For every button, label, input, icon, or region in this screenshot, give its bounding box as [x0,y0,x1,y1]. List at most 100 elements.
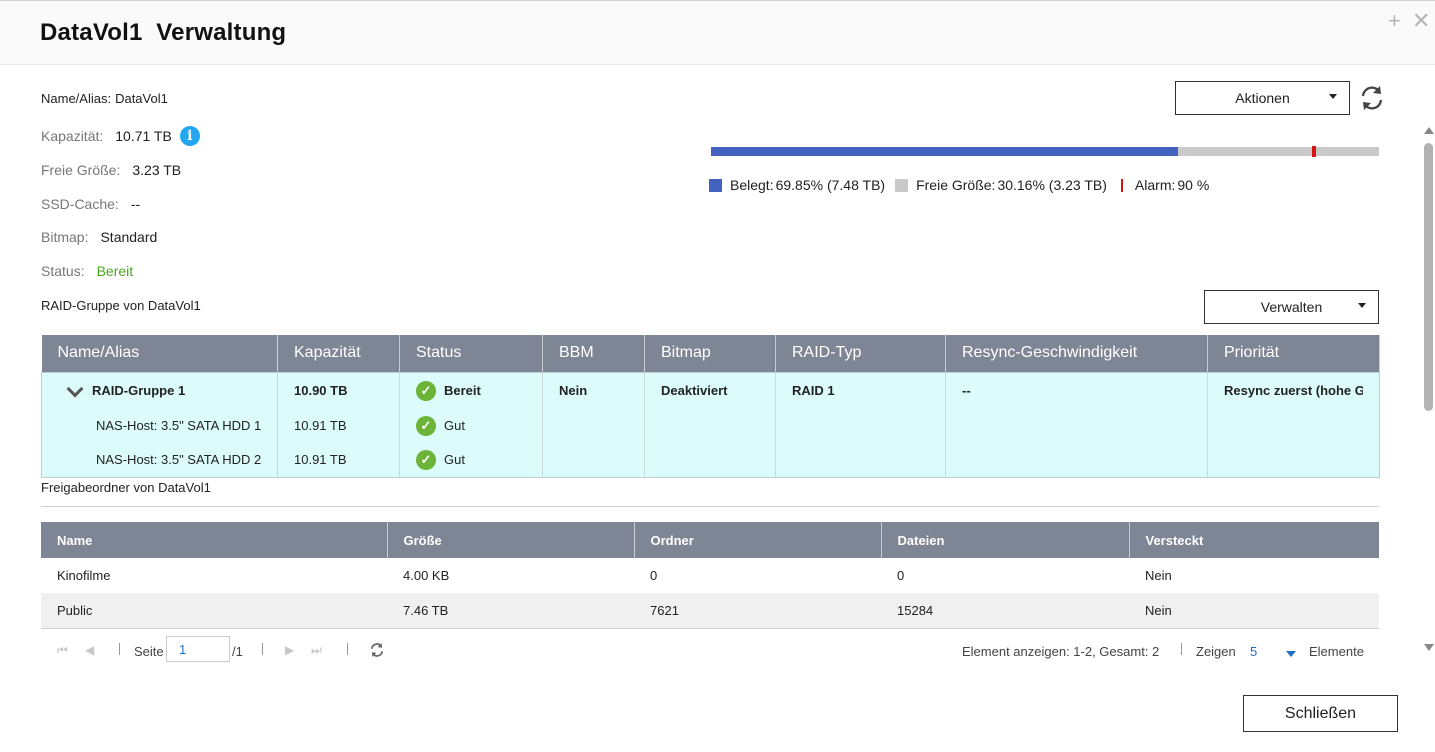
vertical-scrollbar[interactable] [1421,125,1435,653]
raid-group-priority: Resync zuerst (hohe Ges [1224,383,1363,398]
raid-group-type: RAID 1 [792,383,835,398]
disk-capacity: 10.91 TB [294,418,347,433]
scroll-up-icon[interactable] [1424,127,1434,134]
first-page-icon[interactable]: ⏮ [57,643,68,657]
free-legend-label: Freie Größe: [916,177,996,193]
usage-alarm-marker [1312,146,1317,157]
per-page-select[interactable]: 5 [1238,638,1302,664]
disk-capacity: 10.91 TB [294,452,347,467]
raid-group-row[interactable]: RAID-Gruppe 1 NAS-Host: 3.5" SATA HDD 1 … [41,372,1380,477]
disk-name: NAS-Host: 3.5" SATA HDD 1 [96,418,261,433]
raid-table-header: Name/Alias Kapazität Status BBM Bitmap R… [41,335,1380,372]
disk-name: NAS-Host: 3.5" SATA HDD 2 [96,452,261,467]
info-free-row: Freie Größe: 3.23 TB [41,162,181,178]
check-circle-icon: ✓ [416,415,436,436]
pager-separator [119,643,120,655]
usage-used-fill [711,147,1178,156]
pager-separator [1181,643,1182,655]
disk-status: Gut [444,418,465,433]
share-name: Public [41,593,387,628]
show-label: Zeigen [1196,644,1236,659]
refresh-icon[interactable] [1358,84,1386,112]
chevron-down-icon [1329,94,1337,99]
disk-row-2[interactable]: NAS-Host: 3.5" SATA HDD 2 [66,443,261,477]
capacity-label: Kapazität: [41,128,104,144]
last-page-icon[interactable]: ⏭ [311,643,322,657]
status-label: Status: [41,263,85,279]
share-hidden: Nein [1145,568,1172,583]
actions-dropdown[interactable]: Aktionen [1175,81,1350,115]
shares-col-size[interactable]: Größe [387,522,635,558]
shares-col-folders[interactable]: Ordner [634,522,882,558]
raid-col-raid-type[interactable]: RAID-Typ [775,335,946,372]
free-legend-swatch [895,178,909,192]
next-page-icon[interactable]: ▶ [285,643,295,657]
raid-group-name-cell[interactable]: RAID-Gruppe 1 [66,373,261,409]
disk-row-1[interactable]: NAS-Host: 3.5" SATA HDD 1 [66,409,261,443]
used-legend-label: Belegt: [730,177,774,193]
info-bitmap-row: Bitmap: Standard [41,229,157,245]
info-name-row: Name/Alias: DataVol1 [41,91,168,106]
raid-group-status: Bereit [444,383,481,398]
per-page-value: 5 [1250,644,1258,659]
pager-separator [347,643,348,655]
share-files: 0 [897,568,905,583]
raid-group-resync: -- [962,383,971,398]
shares-col-name[interactable]: Name [41,522,388,558]
raid-col-bbm[interactable]: BBM [542,335,645,372]
pagination-bar: ⏮ ◀ Seite /1 ▶ ⏭ Element anzeigen: 1-2, … [41,635,1379,665]
name-value: DataVol1 [115,91,168,106]
ssd-label: SSD-Cache: [41,196,119,212]
free-label: Freie Größe: [41,162,121,178]
table-row[interactable]: Kinofilme 4.00 KB 0 0 Nein [41,558,1379,593]
raid-col-status[interactable]: Status [399,335,543,372]
scrollbar-thumb[interactable] [1424,143,1433,411]
bitmap-label: Bitmap: [41,229,89,245]
page-number-input[interactable] [166,636,230,662]
alarm-legend-marker [1120,178,1123,192]
shares-table-header: Name Größe Ordner Dateien Versteckt [41,522,1379,558]
info-icon[interactable]: i [179,126,200,146]
share-folders: 7621 [634,593,881,628]
close-button-label: Schließen [1284,704,1357,722]
page-total: /1 [232,644,243,659]
raid-col-resync[interactable]: Resync-Geschwindigkeit [945,335,1208,372]
shared-folders-table: Name Größe Ordner Dateien Versteckt Kino… [41,522,1379,629]
pager-separator [262,643,263,655]
chevron-down-icon [1286,651,1296,657]
name-label: Name/Alias: [41,91,112,106]
share-files: 15284 [881,593,1129,628]
share-size: 4.00 KB [403,568,450,583]
pager-refresh-icon[interactable] [369,642,385,658]
raid-group-name: RAID-Gruppe 1 [92,383,186,398]
actions-label: Aktionen [1235,90,1290,106]
used-legend-swatch [709,178,722,192]
raid-col-name[interactable]: Name/Alias [41,335,278,372]
scroll-down-icon[interactable] [1424,644,1434,651]
close-icon[interactable]: ✕ [1412,8,1431,33]
shares-col-hidden[interactable]: Versteckt [1129,522,1379,558]
chevron-down-icon[interactable] [66,382,84,400]
close-button[interactable]: Schließen [1243,695,1398,732]
info-capacity-row: Kapazität: 10.71 TB i [41,126,200,146]
check-circle-icon: ✓ [416,380,436,401]
shares-col-files[interactable]: Dateien [881,522,1130,558]
items-label: Elemente [1309,644,1364,659]
prev-page-icon[interactable]: ◀ [85,643,95,657]
raid-col-priority[interactable]: Priorität [1207,335,1380,372]
dialog-header: DataVol1 Verwaltung + ✕ [0,1,1435,65]
alarm-legend-value: 90 % [1177,177,1210,193]
manage-dropdown[interactable]: Verwalten [1204,290,1379,324]
check-circle-icon: ✓ [416,449,436,470]
table-row[interactable]: Public 7.46 TB 7621 15284 Nein [41,593,1379,628]
raid-section-title: RAID-Gruppe von DataVol1 [41,298,201,313]
section-divider [41,506,1379,507]
plus-icon[interactable]: + [1388,8,1401,33]
raid-col-capacity[interactable]: Kapazität [277,335,400,372]
page-label: Seite [134,644,164,659]
share-hidden: Nein [1129,593,1379,628]
raid-col-bitmap[interactable]: Bitmap [644,335,776,372]
used-legend-value: 69.85% (7.48 TB) [775,177,886,193]
shares-section-title: Freigabeordner von DataVol1 [41,480,211,495]
